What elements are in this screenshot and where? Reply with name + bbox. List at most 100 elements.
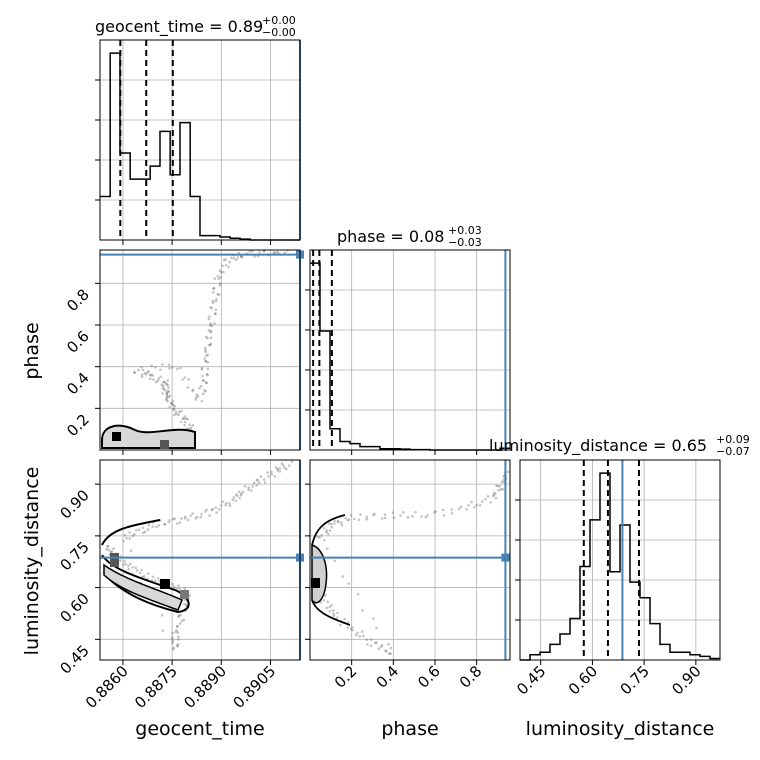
phase-geocent-sample-point [209, 324, 212, 327]
phase-geocent-sample-point [167, 395, 170, 399]
phase-geocent-sample-point [149, 373, 153, 377]
phase-geocent-sample-point [206, 373, 209, 377]
lum-geocent-sample-point [175, 625, 179, 628]
phase-geocent-sample-point [200, 366, 204, 370]
y-phase-tick-label: 0.6 [63, 327, 93, 357]
phase-geocent-sample-point [219, 281, 222, 285]
phase-geocent-sample-point [209, 330, 213, 334]
phase-geocent-sample-point [204, 354, 208, 358]
lum-geocent-sample-point [176, 522, 179, 525]
lum-phase-sample-point [361, 609, 364, 612]
phase-geocent-sample-point [172, 407, 176, 411]
phase-geocent-sample-point [165, 394, 169, 397]
lum-geocent-sample-point [122, 539, 125, 543]
phase-geocent-sample-point [161, 392, 164, 395]
phase-geocent-sample-point [209, 336, 213, 339]
lum-phase-sample-point [380, 517, 384, 520]
lum-geocent-sample-point [131, 534, 135, 538]
lum-phase-sample-point [492, 494, 495, 498]
lum-phase-sample-point [411, 515, 414, 518]
phase-geocent-sample-point [171, 366, 174, 369]
phase-geocent-sample-point [203, 389, 206, 392]
lum-phase-sample-point [442, 514, 446, 517]
phase-geocent-sample-point [167, 386, 170, 389]
geocent-hist-bin [150, 166, 160, 240]
x-phase-tick-label: 0.8 [456, 662, 486, 692]
lumdist-hist-step-line [520, 472, 720, 661]
lum-geocent-sample-point [208, 514, 211, 517]
phase-hist-frame [309, 249, 511, 451]
lum-geocent-sample-point [273, 475, 277, 478]
phase-geocent-sample-point [206, 367, 210, 371]
phase-geocent-sample-point [228, 260, 232, 264]
title-geocent-time: geocent_time = 0.89 [95, 17, 263, 37]
lum-geocent-sample-point [183, 587, 187, 591]
phase-geocent-sample-point [188, 423, 191, 427]
lum-geocent-sample-point [174, 630, 178, 634]
phase-geocent-sample-point [216, 274, 220, 278]
lum-phase-sample-point [495, 484, 498, 487]
phase-geocent-density-peak [112, 432, 121, 441]
lum-phase-sample-point [359, 513, 362, 516]
phase-geocent-sample-point [166, 389, 170, 393]
lum-phase-sample-point [499, 488, 503, 491]
title-median: 0.89 [228, 17, 264, 36]
lum-geocent-sample-point [224, 501, 228, 505]
phase-geocent-sample-point [175, 412, 178, 416]
lum-phase-sample-point [325, 529, 329, 532]
lumdist-hist-frame [519, 459, 721, 661]
phase-geocent-sample-point [272, 251, 276, 255]
phase-geocent-sample-point [161, 384, 165, 388]
lum-phase-sample-point [327, 532, 330, 536]
phase-geocent-sample-point [166, 400, 169, 403]
phase-geocent-sample-point [219, 275, 222, 279]
phase-geocent-sample-point [202, 379, 206, 382]
geocent-hist-bin [160, 131, 170, 240]
phase-geocent-sample-point [218, 284, 222, 287]
lum-phase-sample-point [502, 478, 505, 482]
phase-geocent-sample-point [209, 329, 213, 333]
phase-geocent-sample-point [211, 301, 215, 304]
lumdist-hist-bin [650, 624, 660, 660]
lum-geocent-sample-point [257, 481, 261, 484]
lum-geocent-sample-point [172, 647, 175, 651]
lum-geocent-sample-point [215, 511, 218, 514]
y-luminosity-distance-tick-label: 0.75 [56, 538, 92, 574]
lumdist-hist-bin [570, 618, 580, 660]
lum-phase-sample-point [323, 538, 326, 542]
lum-geocent-sample-point [171, 631, 174, 635]
lum-geocent-sample-point [256, 479, 260, 482]
phase-geocent-sample-point [213, 277, 217, 280]
geocent-hist-bin [110, 53, 120, 240]
lum-geocent-sample-point [250, 488, 253, 492]
lum-geocent-sample-point [126, 564, 130, 568]
phase-geocent-sample-point [212, 287, 215, 290]
lum-geocent-sample-point [163, 522, 166, 526]
phase-geocent-sample-point [199, 384, 203, 388]
lum-geocent-sample-point [251, 485, 255, 488]
lum-geocent-sample-point [125, 536, 128, 540]
panel-lumdist-vs-phase [305, 459, 511, 665]
phase-geocent-sample-point [262, 250, 266, 253]
phase-geocent-sample-point [204, 359, 208, 363]
phase-geocent-sample-point [209, 342, 213, 346]
lum-phase-sample-point [380, 643, 384, 647]
phase-geocent-sample-point [210, 306, 213, 310]
lum-geocent-sample-point [255, 478, 259, 482]
lum-geocent-sample-point [171, 639, 175, 643]
lum-phase-sample-point [480, 500, 484, 503]
lum-geocent-density-peak [180, 590, 189, 599]
lum-phase-sample-point [475, 503, 479, 507]
lum-phase-sample-point [320, 534, 323, 537]
lum-phase-sample-point [433, 511, 436, 514]
phase-geocent-sample-point [184, 420, 187, 424]
phase-geocent-sample-point [204, 350, 207, 354]
panel-phase-vs-geocent-time [95, 249, 304, 455]
title-phase: phase = 0.08 [337, 227, 444, 246]
phase-geocent-sample-point [214, 299, 218, 303]
lumdist-hist-bin [660, 644, 670, 660]
phase-geocent-sample-point [211, 299, 215, 303]
lum-geocent-sample-point [141, 526, 145, 530]
lum-geocent-sample-point [129, 562, 132, 566]
lum-geocent-sample-point [171, 582, 174, 586]
